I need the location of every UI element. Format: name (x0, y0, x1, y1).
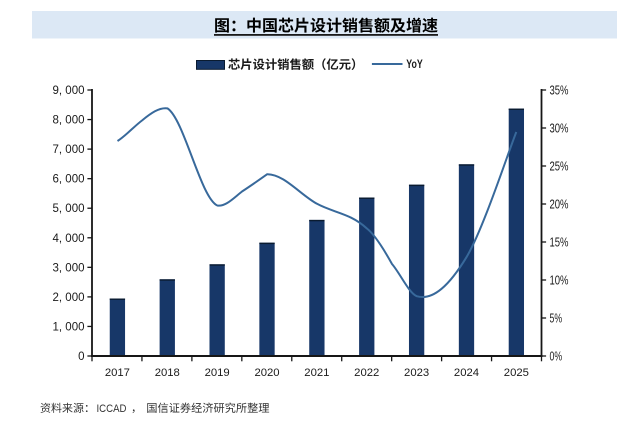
svg-text:2, 000: 2, 000 (53, 292, 85, 304)
svg-text:20%: 20% (550, 198, 569, 212)
svg-text:25%: 25% (550, 160, 569, 174)
svg-text:35%: 35% (550, 84, 569, 98)
svg-text:2024: 2024 (454, 367, 479, 379)
svg-text:10%: 10% (550, 274, 569, 288)
svg-text:7, 000: 7, 000 (53, 144, 85, 156)
svg-text:2021: 2021 (304, 367, 329, 379)
svg-text:0: 0 (78, 351, 84, 363)
svg-text:2019: 2019 (205, 367, 230, 379)
svg-text:2022: 2022 (354, 367, 379, 379)
svg-text:5, 000: 5, 000 (53, 203, 85, 215)
svg-text:8, 000: 8, 000 (53, 115, 85, 127)
svg-text:2020: 2020 (254, 367, 279, 379)
svg-text:2018: 2018 (155, 367, 180, 379)
svg-text:2017: 2017 (105, 367, 130, 379)
svg-text:6, 000: 6, 000 (53, 174, 85, 186)
svg-text:30%: 30% (550, 122, 569, 136)
svg-text:0%: 0% (550, 350, 563, 364)
svg-text:3, 000: 3, 000 (53, 262, 85, 274)
svg-text:2023: 2023 (404, 367, 429, 379)
svg-text:5%: 5% (550, 312, 563, 326)
svg-text:15%: 15% (550, 236, 569, 250)
svg-text:YoY: YoY (406, 57, 423, 71)
svg-text:2025: 2025 (504, 367, 529, 379)
svg-text:9, 000: 9, 000 (53, 85, 85, 97)
svg-text:1, 000: 1, 000 (53, 321, 85, 333)
svg-text:ICCAD: ICCAD (97, 403, 127, 415)
svg-text:4, 000: 4, 000 (53, 233, 85, 245)
